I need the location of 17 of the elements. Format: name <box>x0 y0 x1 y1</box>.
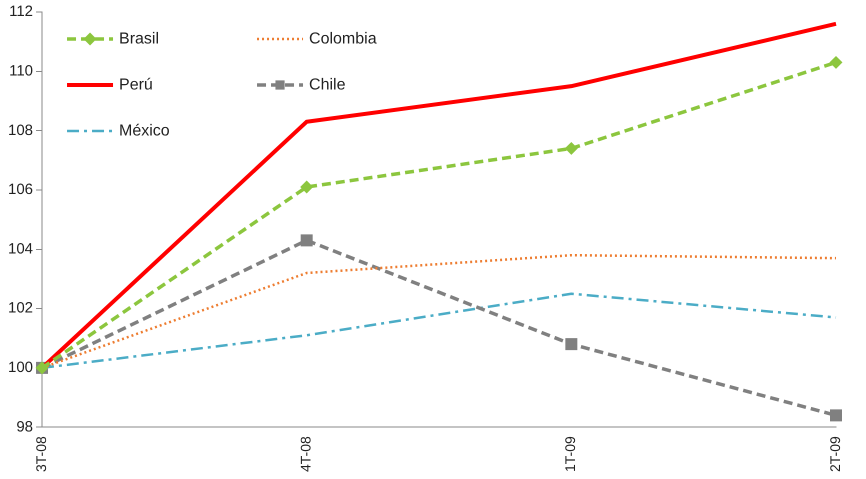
legend-label: Colombia <box>309 30 377 48</box>
x-tick-label: 2T-09 <box>826 436 843 472</box>
y-tick-label: 106 <box>8 181 34 198</box>
legend-label: México <box>119 122 170 140</box>
legend-label: Chile <box>309 76 346 94</box>
legend-label: Perú <box>119 76 153 94</box>
y-tick-label: 110 <box>9 62 34 80</box>
x-tick-label: 1T-09 <box>562 436 578 472</box>
y-tick-label: 112 <box>9 3 34 20</box>
x-tick-label: 4T-08 <box>298 436 314 472</box>
x-tick-label: 3T-08 <box>32 436 49 472</box>
legend-label: Brasil <box>119 30 160 48</box>
y-tick-label: 100 <box>8 359 34 376</box>
y-tick-label: 102 <box>8 300 34 317</box>
y-tick-label: 98 <box>16 418 34 436</box>
y-tick-label: 108 <box>8 122 34 139</box>
y-tick-label: 104 <box>8 240 34 258</box>
